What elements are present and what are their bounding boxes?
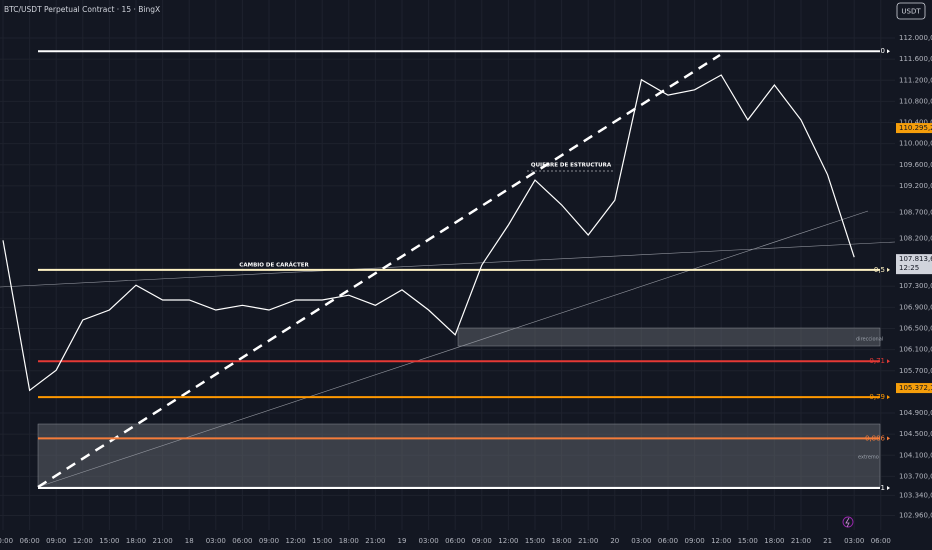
y-tick-label: 104.500,0 bbox=[899, 430, 932, 438]
x-tick-label: 12:00 bbox=[498, 537, 518, 545]
y-tick-label: 106.500,0 bbox=[899, 324, 932, 332]
y-tick-label: 106.100,0 bbox=[899, 346, 932, 354]
x-tick-label: 12:00 bbox=[711, 537, 731, 545]
fib-marker bbox=[887, 359, 890, 364]
price-tag-countdown: 12:25 bbox=[899, 264, 919, 272]
price-series bbox=[2, 74, 855, 392]
y-tick-label: 109.600,0 bbox=[899, 161, 932, 169]
axis-labels: 112.000,0 111.600,0 111.200,0 110.800,0 110.… bbox=[0, 34, 932, 545]
x-tick-label: 18:00 bbox=[764, 537, 784, 545]
x-tick-label: 21:00 bbox=[791, 537, 811, 545]
x-tick-label: 15:00 bbox=[312, 537, 332, 545]
fib-marker bbox=[887, 49, 890, 54]
x-tick-label: 21:00 bbox=[578, 537, 598, 545]
y-tick-label: 111.600,0 bbox=[899, 55, 932, 63]
price-tag bbox=[896, 383, 932, 394]
x-tick-label: 06:00 bbox=[232, 537, 252, 545]
trend-line bbox=[0, 241, 896, 288]
x-tick-label: 06:00 bbox=[871, 537, 891, 545]
annotation: QUIEBRE DE ESTRUCTURA bbox=[531, 163, 612, 169]
fib-marker bbox=[887, 485, 890, 490]
fib-label: 0,886 bbox=[865, 434, 886, 442]
x-tick-label: 06:00 bbox=[658, 537, 678, 545]
fib-levels: 0 0,5 0,71 0,79 0,886 1 bbox=[38, 47, 890, 492]
y-tick-label: 104.900,0 bbox=[899, 409, 932, 417]
currency-button-label[interactable]: USDT bbox=[901, 8, 921, 16]
x-tick-label: 15:00 bbox=[525, 537, 545, 545]
y-tick-label: 105.700,0 bbox=[899, 367, 932, 375]
x-tick-label: 18:00 bbox=[552, 537, 572, 545]
x-tick-label: 09:00 bbox=[46, 537, 66, 545]
x-tick-label: 20 bbox=[610, 537, 619, 545]
fib-label: 0 bbox=[881, 47, 885, 55]
x-tick-label: 03:00 bbox=[206, 537, 226, 545]
y-tick-label: 107.300,0 bbox=[899, 282, 932, 290]
fib-marker bbox=[887, 436, 890, 441]
fib-marker bbox=[887, 267, 890, 272]
zone-extremo bbox=[37, 423, 881, 488]
price-tag bbox=[896, 254, 932, 275]
x-tick-label: 21 bbox=[823, 537, 832, 545]
x-tick-label: 18:00 bbox=[126, 537, 146, 545]
y-tick-label: 106.900,0 bbox=[899, 303, 932, 311]
price-tag-label: 107.813,6 bbox=[899, 255, 932, 263]
x-tick-label: 03:00 bbox=[419, 537, 439, 545]
fib-label: 0,5 bbox=[874, 266, 885, 274]
chart-title: BTC/USDT Perpetual Contract · 15 · BingX bbox=[4, 5, 160, 14]
x-tick-label: 18:00 bbox=[339, 537, 359, 545]
fib-label: 0,71 bbox=[869, 357, 885, 365]
y-tick-label: 110.400,0 bbox=[899, 119, 932, 127]
fib-label: 1 bbox=[881, 484, 885, 492]
x-tick-label: 15:00 bbox=[99, 537, 119, 545]
fib-label: 0,79 bbox=[869, 393, 885, 401]
x-tick-label: 09:00 bbox=[259, 537, 279, 545]
currency-button[interactable] bbox=[896, 2, 926, 20]
trend-line bbox=[37, 210, 869, 488]
x-tick-label: 12:00 bbox=[286, 537, 306, 545]
zone-label: direccional bbox=[856, 337, 883, 343]
price-axis bbox=[895, 0, 932, 550]
price-tag-label: 105.372,1 bbox=[899, 384, 932, 392]
y-tick-label: 103.700,0 bbox=[899, 472, 932, 480]
x-tick-label: 21:00 bbox=[153, 537, 173, 545]
price-tag bbox=[896, 123, 932, 134]
y-tick-label: 104.100,0 bbox=[899, 451, 932, 459]
price-tag-label: 110.295,2 bbox=[899, 124, 932, 132]
x-tick-label: 21:00 bbox=[365, 537, 385, 545]
zone-direccional bbox=[457, 327, 881, 347]
annotation: CAMBIO DE CARÁCTER bbox=[239, 262, 309, 269]
x-tick-label: 03:00 bbox=[631, 537, 651, 545]
y-tick-label: 108.700,0 bbox=[899, 208, 932, 216]
y-tick-label: 112.000,0 bbox=[899, 34, 932, 42]
x-tick-label: 19 bbox=[398, 537, 407, 545]
y-tick-label: 109.200,0 bbox=[899, 182, 932, 190]
y-tick-label: 102.960,0 bbox=[899, 511, 932, 519]
x-tick-label: 15:00 bbox=[738, 537, 758, 545]
x-tick-label: 06:00 bbox=[445, 537, 465, 545]
y-tick-label: 103.340,0 bbox=[899, 491, 932, 499]
zone-label: extremo bbox=[858, 455, 879, 461]
x-tick-label: 18 bbox=[185, 537, 194, 545]
x-tick-label: 09:00 bbox=[685, 537, 705, 545]
price-line bbox=[2, 74, 855, 392]
alert-icon-bolt bbox=[845, 517, 850, 528]
y-tick-label: 110.800,0 bbox=[899, 97, 932, 105]
x-tick-label: 03:00 bbox=[844, 537, 864, 545]
fib-marker bbox=[887, 395, 890, 400]
y-tick-label: 110.000,0 bbox=[899, 140, 932, 148]
x-tick-label: 00:00 bbox=[0, 537, 13, 545]
alert-icon[interactable] bbox=[842, 516, 854, 528]
y-tick-label: 108.200,0 bbox=[899, 235, 932, 243]
diagonal-dashed-line bbox=[37, 53, 721, 489]
y-tick-label: 111.200,0 bbox=[899, 76, 932, 84]
x-tick-label: 09:00 bbox=[472, 537, 492, 545]
x-tick-label: 12:00 bbox=[73, 537, 93, 545]
x-tick-label: 06:00 bbox=[20, 537, 40, 545]
